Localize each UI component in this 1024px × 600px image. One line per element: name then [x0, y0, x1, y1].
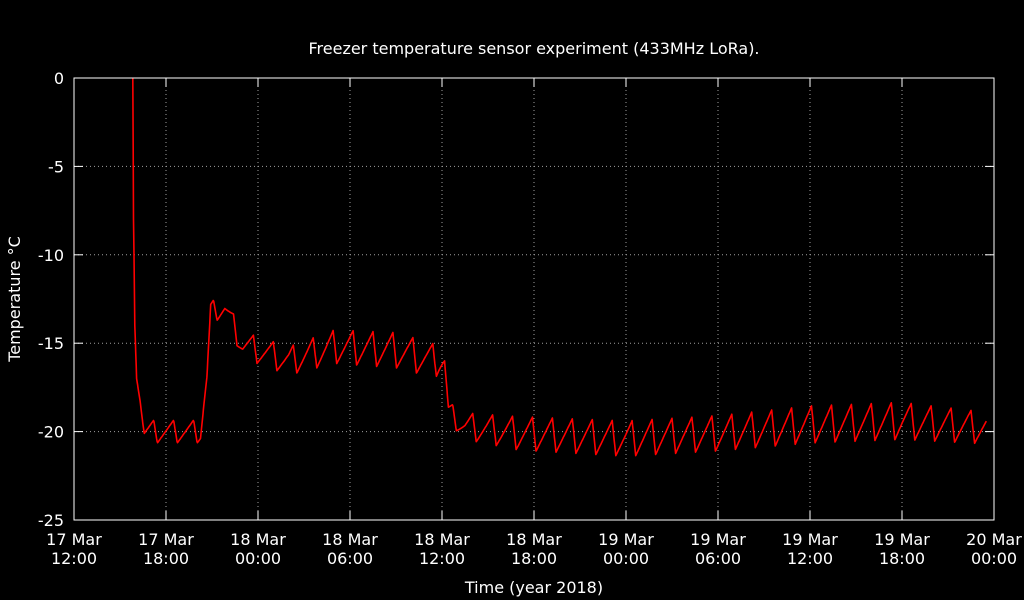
x-tick-label-day: 18 Mar	[414, 530, 470, 549]
x-tick-label-time: 12:00	[787, 549, 833, 568]
x-tick-label-time: 18:00	[143, 549, 189, 568]
x-tick-label-time: 12:00	[419, 549, 465, 568]
series-layer	[132, 77, 988, 457]
x-tick-label-day: 17 Mar	[138, 530, 194, 549]
x-tick-label-day: 19 Mar	[690, 530, 746, 549]
x-tick-label-day: 19 Mar	[598, 530, 654, 549]
x-axis-label: Time (year 2018)	[464, 578, 603, 597]
x-tick-label-day: 20 Mar	[966, 530, 1022, 549]
x-tick-label-day: 18 Mar	[322, 530, 378, 549]
x-tick-label-time: 18:00	[879, 549, 925, 568]
x-tick-label-day: 19 Mar	[874, 530, 930, 549]
x-tick-label-time: 00:00	[603, 549, 649, 568]
x-tick-label-time: 12:00	[51, 549, 97, 568]
y-tick-label: -5	[48, 157, 64, 176]
y-axis-label: Temperature °C	[5, 236, 24, 363]
x-tick-label-time: 18:00	[511, 549, 557, 568]
y-tick-labels: 0 -5 -10 -15 -20 -25	[38, 69, 64, 530]
chart-title: Freezer temperature sensor experiment (4…	[308, 39, 759, 58]
x-tick-label-time: 06:00	[695, 549, 741, 568]
y-tick-label: -15	[38, 334, 64, 353]
y-tick-label: -20	[38, 423, 64, 442]
x-tick-label-day: 18 Mar	[506, 530, 562, 549]
y-tick-label: 0	[54, 69, 64, 88]
axis-ticks	[73, 77, 995, 521]
x-tick-label-day: 19 Mar	[782, 530, 838, 549]
y-tick-label: -10	[38, 246, 64, 265]
x-tick-label-time: 00:00	[971, 549, 1017, 568]
y-tick-label: -25	[38, 511, 64, 530]
x-tick-label-day: 17 Mar	[46, 530, 102, 549]
x-tick-label-time: 00:00	[235, 549, 281, 568]
temperature-series-line	[132, 77, 988, 457]
x-tick-label-time: 06:00	[327, 549, 373, 568]
x-tick-label-day: 18 Mar	[230, 530, 286, 549]
